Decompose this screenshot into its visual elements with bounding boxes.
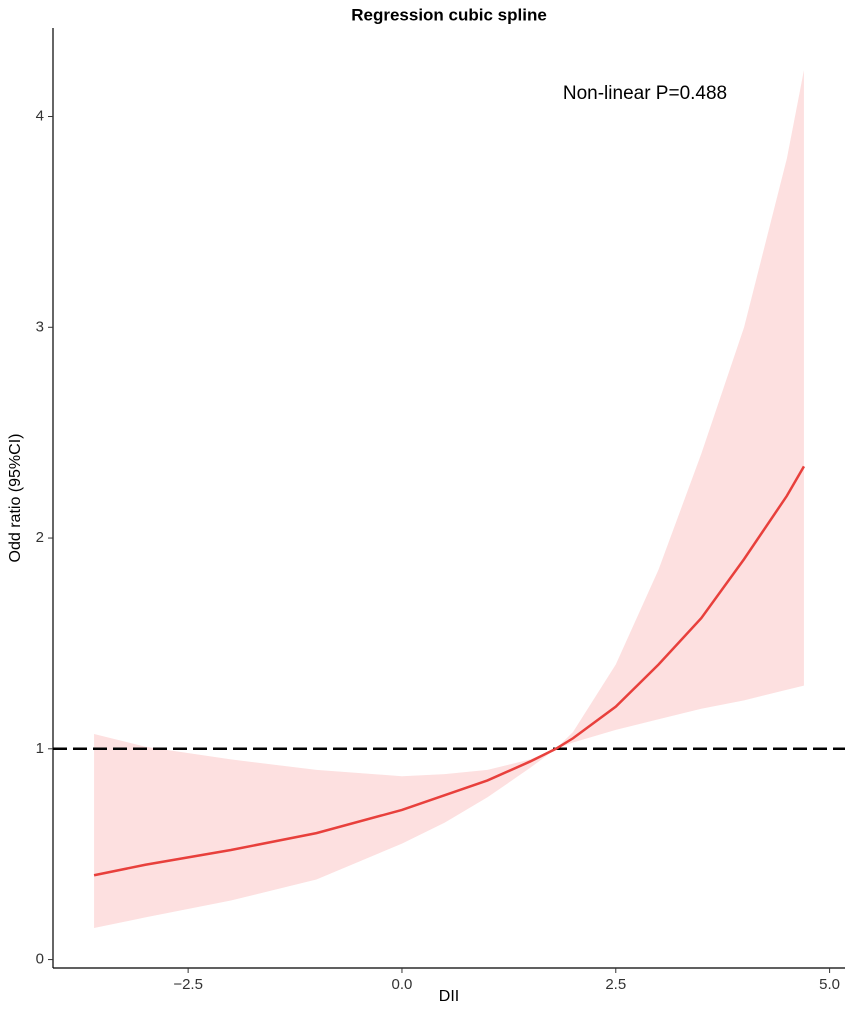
y-tick-label: 0 xyxy=(36,951,44,968)
y-tick-label: 2 xyxy=(36,529,44,546)
confidence-band xyxy=(94,70,804,928)
y-axis-title: Odd ratio (95%CI) xyxy=(7,434,24,563)
x-tick-label: 2.5 xyxy=(605,976,626,993)
y-tick-label: 1 xyxy=(36,740,44,757)
x-tick-label: 0.0 xyxy=(392,976,413,993)
chart-title: Regression cubic spline xyxy=(351,5,547,24)
x-tick-label: −2.5 xyxy=(173,976,203,993)
spline-line xyxy=(93,465,806,877)
x-axis-title: DII xyxy=(439,988,459,1005)
y-tick-label: 3 xyxy=(36,318,44,335)
annotation: Non-linear P=0.488 xyxy=(563,83,727,104)
x-tick-label: 5.0 xyxy=(819,976,840,993)
y-tick-label: 4 xyxy=(36,107,44,124)
